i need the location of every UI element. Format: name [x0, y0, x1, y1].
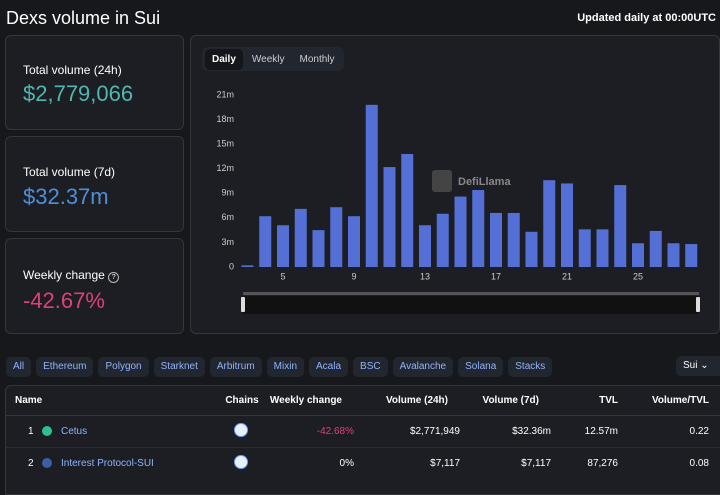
cell: $2,771,949	[410, 426, 460, 437]
chain-icon	[234, 455, 248, 469]
row-rank: 1	[28, 426, 34, 437]
y-tick-label: 18m	[216, 114, 234, 124]
chain-tag[interactable]: Polygon	[98, 357, 148, 377]
y-tick-label: 15m	[216, 139, 234, 149]
y-tick-label: 12m	[216, 163, 234, 173]
x-tick-label: 25	[633, 271, 643, 281]
bar	[277, 225, 289, 267]
column-header: Volume (24h)	[386, 395, 448, 406]
chain-tag[interactable]: Starknet	[154, 357, 205, 377]
y-tick-label: 3m	[221, 237, 234, 247]
bar	[330, 207, 342, 267]
bar	[579, 229, 591, 267]
bar	[668, 243, 680, 267]
bar	[348, 216, 360, 267]
bar	[650, 231, 662, 267]
bar	[419, 225, 431, 267]
cell: 0.22	[690, 426, 709, 437]
table: Name Chains Weekly change Volume (24h) Volum…	[5, 385, 720, 495]
x-tick-label: 17	[491, 271, 501, 281]
bar	[526, 232, 538, 267]
bar	[401, 154, 413, 267]
chart: 0 3m 6m 9m 12m 15m 18m 21m 5 9 13 17 21 25 DefiLlama	[0, 0, 720, 340]
column-header: Weekly change	[270, 395, 342, 406]
cell: $7,117	[430, 458, 460, 469]
cell: 87,276	[587, 458, 618, 469]
watermark-logo	[432, 170, 452, 192]
protocol-name[interactable]: Cetus	[61, 426, 87, 437]
cell: 0.08	[690, 458, 709, 469]
chain-tag[interactable]: Solana	[458, 357, 503, 377]
watermark: DefiLlama	[458, 176, 511, 188]
chain-tag[interactable]: Arbitrum	[210, 357, 262, 377]
bar	[366, 105, 378, 267]
brush-track	[243, 292, 699, 295]
bar	[313, 230, 325, 267]
protocol-icon	[42, 458, 52, 468]
column-header: Volume/TVL	[652, 395, 709, 406]
bar	[384, 167, 396, 267]
chain-tag[interactable]: All	[6, 357, 31, 377]
brush-handle[interactable]	[241, 297, 245, 312]
chain-icon	[234, 423, 248, 437]
column-header: Chains	[225, 395, 258, 406]
x-tick-label: 5	[280, 271, 285, 281]
bar	[259, 216, 271, 267]
row-rank: 2	[28, 458, 34, 469]
column-header: Name	[15, 395, 42, 406]
bar	[437, 214, 449, 267]
bar	[597, 229, 609, 267]
bar	[508, 213, 520, 267]
x-tick-label: 21	[562, 271, 572, 281]
bar	[455, 197, 467, 267]
protocol-icon	[42, 426, 52, 436]
cell: 12.57m	[585, 426, 618, 437]
bar	[543, 180, 555, 267]
cell: $7,117	[521, 458, 551, 469]
weekly-change: -42.68%	[317, 426, 354, 437]
bar	[472, 190, 484, 267]
chain-tag[interactable]: Stacks	[508, 357, 552, 377]
chain-tag[interactable]: Mixin	[267, 357, 304, 377]
weekly-change: 0%	[340, 458, 354, 469]
cell: $32.36m	[512, 426, 551, 437]
bar	[685, 244, 697, 267]
bar	[632, 243, 644, 267]
bar	[242, 265, 254, 267]
x-tick-label: 13	[420, 271, 430, 281]
y-tick-label: 9m	[221, 188, 234, 198]
x-tick-label: 9	[351, 271, 356, 281]
bar	[490, 213, 502, 267]
chain-tag[interactable]: Ethereum	[36, 357, 93, 377]
chain-tag[interactable]: Avalanche	[393, 357, 454, 377]
bar	[561, 183, 573, 267]
brush[interactable]	[243, 296, 699, 314]
y-tick-label: 0	[229, 261, 234, 271]
chain-select-value: Sui	[683, 360, 697, 371]
chain-tag[interactable]: Acala	[309, 357, 348, 377]
bar	[614, 185, 626, 267]
chain-tag[interactable]: BSC	[353, 357, 388, 377]
brush-handle[interactable]	[696, 297, 700, 312]
y-tick-label: 21m	[216, 89, 234, 99]
y-tick-label: 6m	[221, 212, 234, 222]
bar	[295, 209, 307, 267]
column-header: Volume (7d)	[483, 395, 539, 406]
column-header: TVL	[599, 395, 618, 406]
chain-tags: AllEthereumPolygonStarknetArbitrumMixinA…	[6, 356, 557, 377]
chain-select[interactable]: Sui ⌄	[676, 356, 720, 376]
protocol-name[interactable]: Interest Protocol-SUI	[61, 458, 154, 469]
